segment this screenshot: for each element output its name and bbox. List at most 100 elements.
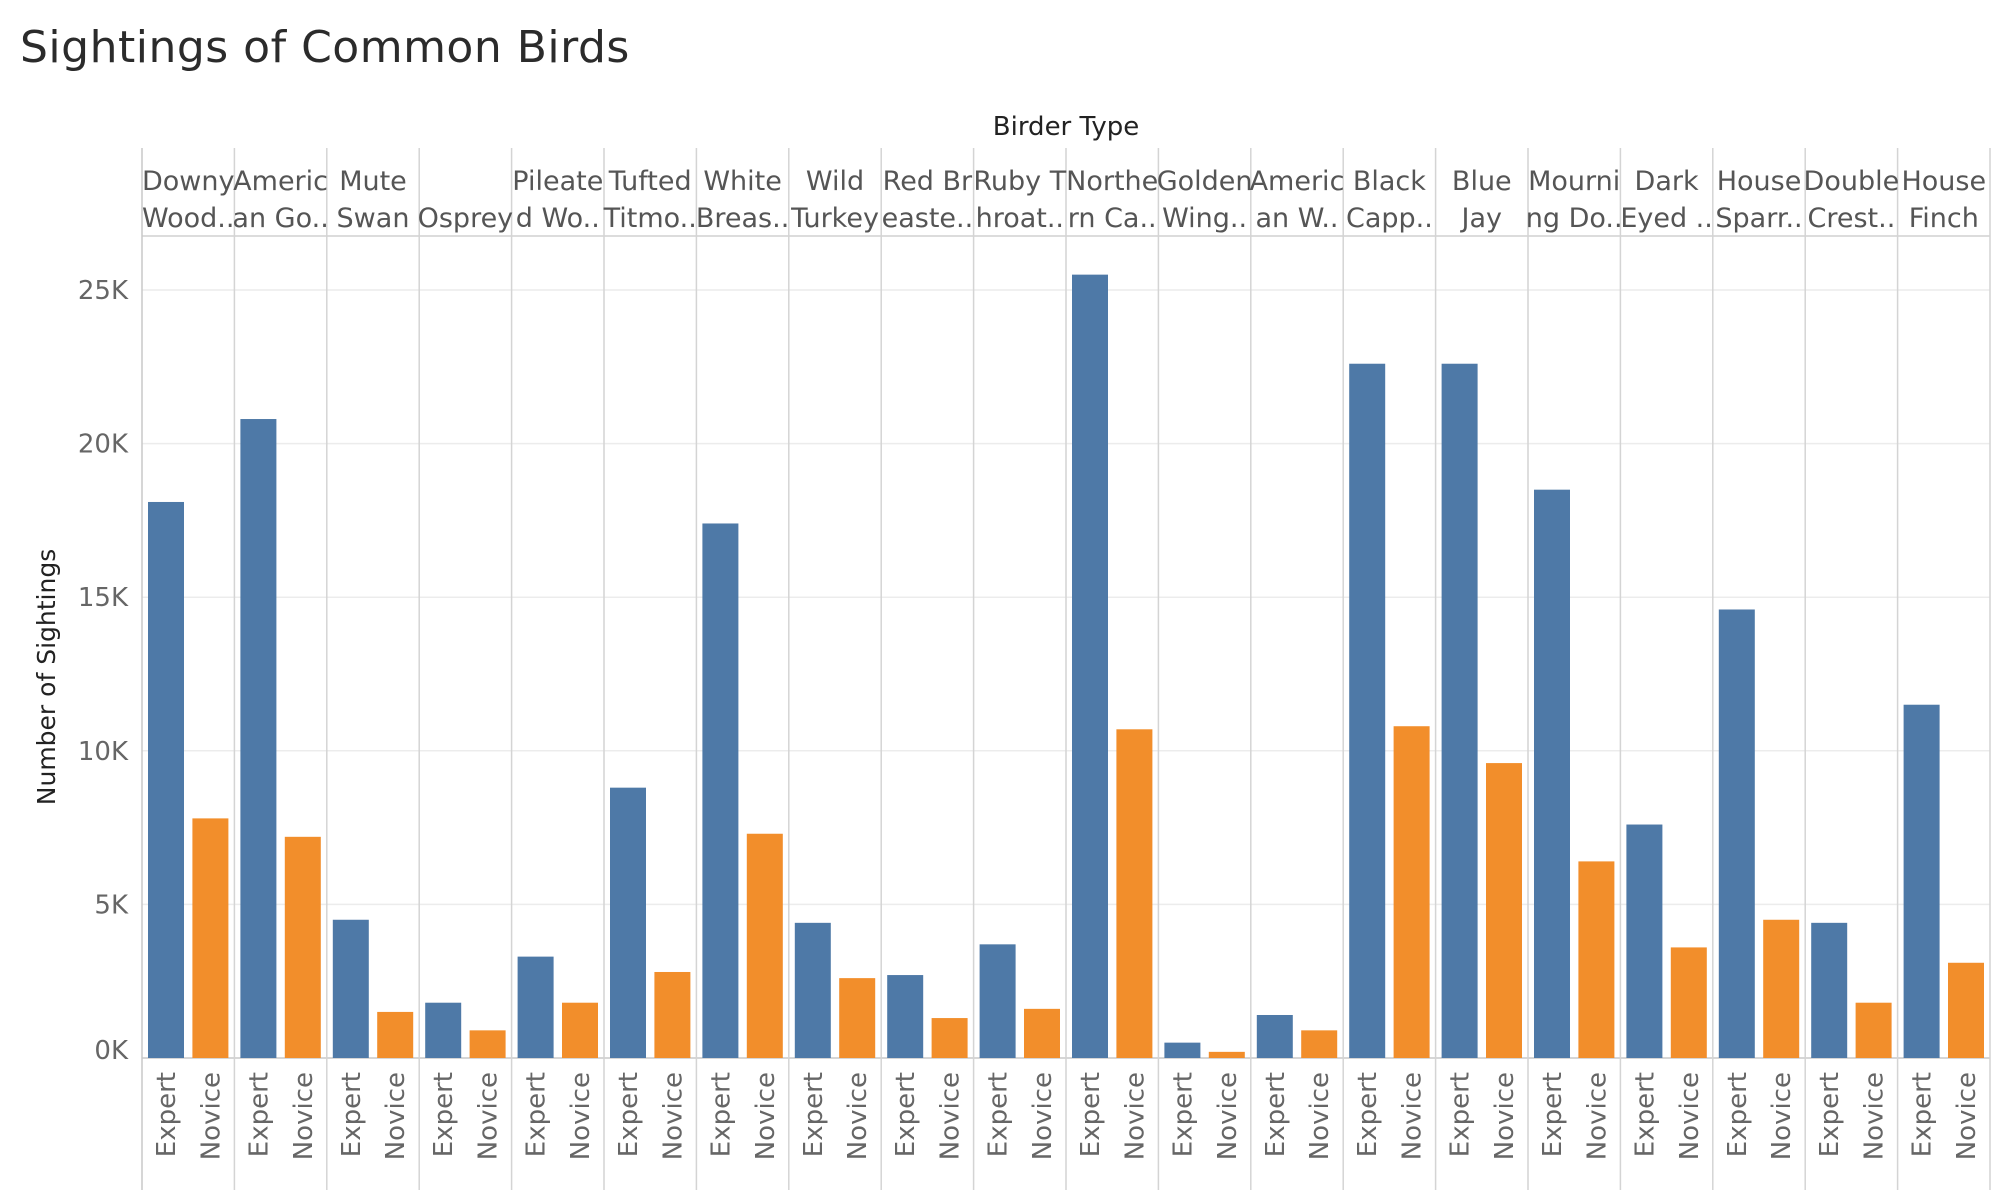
panel-label-line2: Turkey <box>790 203 879 234</box>
x-tick-label: Expert <box>891 1072 921 1157</box>
x-tick-label: Expert <box>1538 1072 1568 1157</box>
x-tick-label: Expert <box>337 1072 367 1157</box>
x-tick-label: Expert <box>429 1072 459 1157</box>
panel-label-line2: Eyed .. <box>1620 203 1713 234</box>
x-tick-label: Novice <box>1120 1072 1150 1160</box>
bar-novice <box>654 971 691 1058</box>
bar-expert <box>1256 1014 1293 1058</box>
x-tick-label: Expert <box>152 1072 182 1157</box>
bar-expert <box>794 922 831 1058</box>
bar-expert <box>979 944 1016 1058</box>
panel-label-line2: Wing.. <box>1162 203 1247 234</box>
bar-expert <box>887 975 924 1058</box>
panel-label-line1: Northe <box>1066 166 1158 197</box>
y-tick-label: 20K <box>78 430 129 460</box>
x-tick-label: Expert <box>1723 1072 1753 1157</box>
bar-expert <box>332 919 369 1058</box>
x-tick-label: Novice <box>843 1072 873 1160</box>
bar-novice <box>469 1030 506 1058</box>
bar-expert <box>1718 609 1755 1058</box>
panel-label-line2: rn Ca.. <box>1068 203 1157 234</box>
panel-label-line1: House <box>1901 166 1986 197</box>
bar-novice <box>1486 763 1522 1058</box>
panel-label-line1: Mute <box>339 166 407 197</box>
x-tick-label: Novice <box>566 1072 596 1160</box>
bar-novice <box>1763 919 1800 1058</box>
bar-novice <box>1024 1008 1060 1058</box>
panel-label-line1: Americ <box>233 166 328 197</box>
panel-label-line1: Pileate <box>512 166 603 197</box>
bar-expert <box>148 501 184 1058</box>
x-tick-label: Expert <box>799 1072 829 1157</box>
x-tick-label: Expert <box>1353 1072 1383 1157</box>
panel-label-line2: Crest.. <box>1808 203 1896 234</box>
y-tick-label: 10K <box>78 737 129 767</box>
panel-label-line1: Dark <box>1635 166 1699 197</box>
x-tick-label: Novice <box>936 1072 966 1160</box>
x-tick-label: Novice <box>196 1072 226 1160</box>
x-tick-label: Novice <box>1860 1072 1890 1160</box>
bar-novice <box>1208 1051 1245 1058</box>
bar-novice <box>284 836 321 1058</box>
panel-label-line2: Finch <box>1909 203 1979 234</box>
panel-label-line2: Breas.. <box>696 203 789 234</box>
panel-label-line2: Jay <box>1460 203 1503 234</box>
x-tick-label: Novice <box>1582 1072 1612 1160</box>
bar-expert <box>1626 824 1663 1058</box>
bar-expert <box>1441 363 1478 1058</box>
x-tick-label: Novice <box>1305 1072 1335 1160</box>
panel-label-line1: House <box>1717 166 1802 197</box>
x-tick-label: Expert <box>614 1072 644 1157</box>
panel-label-line2: Capp.. <box>1346 203 1433 234</box>
x-tick-label: Expert <box>1168 1072 1198 1157</box>
bar-novice <box>192 818 229 1058</box>
x-tick-label: Novice <box>1675 1072 1705 1160</box>
panel-label-line2: Wood.. <box>142 203 234 234</box>
bar-novice <box>562 1002 598 1058</box>
bar-expert <box>1072 274 1108 1058</box>
bar-expert <box>702 523 739 1058</box>
panel-label-line2: Sparr.. <box>1715 203 1802 234</box>
panel-label-line1: Ruby T <box>973 166 1066 197</box>
x-tick-label: Novice <box>1767 1072 1797 1160</box>
x-tick-label: Novice <box>1028 1072 1058 1160</box>
bar-novice <box>1393 726 1430 1058</box>
column-header: Birder Type <box>993 112 1139 142</box>
y-tick-label: 5K <box>94 890 129 920</box>
bar-novice <box>1670 947 1707 1058</box>
panel-label-line1: Wild <box>806 166 864 197</box>
panel-label-line2: an Go.. <box>232 203 328 234</box>
x-tick-label: Expert <box>522 1072 552 1157</box>
panel-label-line2: Osprey <box>418 203 514 234</box>
bar-novice <box>839 978 876 1058</box>
panel-label-line1: Mourni <box>1528 166 1620 197</box>
panel-label-line1: Black <box>1353 166 1426 197</box>
bar-novice <box>1301 1030 1338 1058</box>
panel-label-line1: Red Br <box>883 166 973 197</box>
bar-expert <box>517 956 554 1058</box>
bar-novice <box>1855 1002 1892 1058</box>
panel-label-line1: White <box>703 166 782 197</box>
x-tick-label: Expert <box>244 1072 274 1157</box>
x-tick-label: Novice <box>751 1072 781 1160</box>
x-tick-label: Novice <box>1490 1072 1520 1160</box>
panel-label-line1: Americ <box>1250 166 1345 197</box>
x-tick-label: Novice <box>474 1072 504 1160</box>
x-tick-label: Expert <box>1261 1072 1291 1157</box>
y-tick-label: 15K <box>78 583 129 613</box>
bar-novice <box>1116 729 1153 1058</box>
bar-expert <box>240 419 277 1058</box>
x-tick-label: Novice <box>1952 1072 1982 1160</box>
panel-label-line2: easte.. <box>882 203 974 234</box>
panel-label-line2: ng Do.. <box>1526 203 1623 234</box>
bar-expert <box>425 1002 462 1058</box>
bar-expert <box>1903 704 1940 1058</box>
x-tick-label: Expert <box>706 1072 736 1157</box>
panel-label-line1: Tufted <box>608 166 692 197</box>
bar-expert <box>1164 1042 1201 1058</box>
x-tick-label: Expert <box>1908 1072 1938 1157</box>
panel-label-line2: hroat.. <box>976 203 1064 234</box>
bar-expert <box>1811 922 1848 1058</box>
y-tick-label: 25K <box>78 276 129 306</box>
panel-label-line2: d Wo.. <box>516 203 600 234</box>
